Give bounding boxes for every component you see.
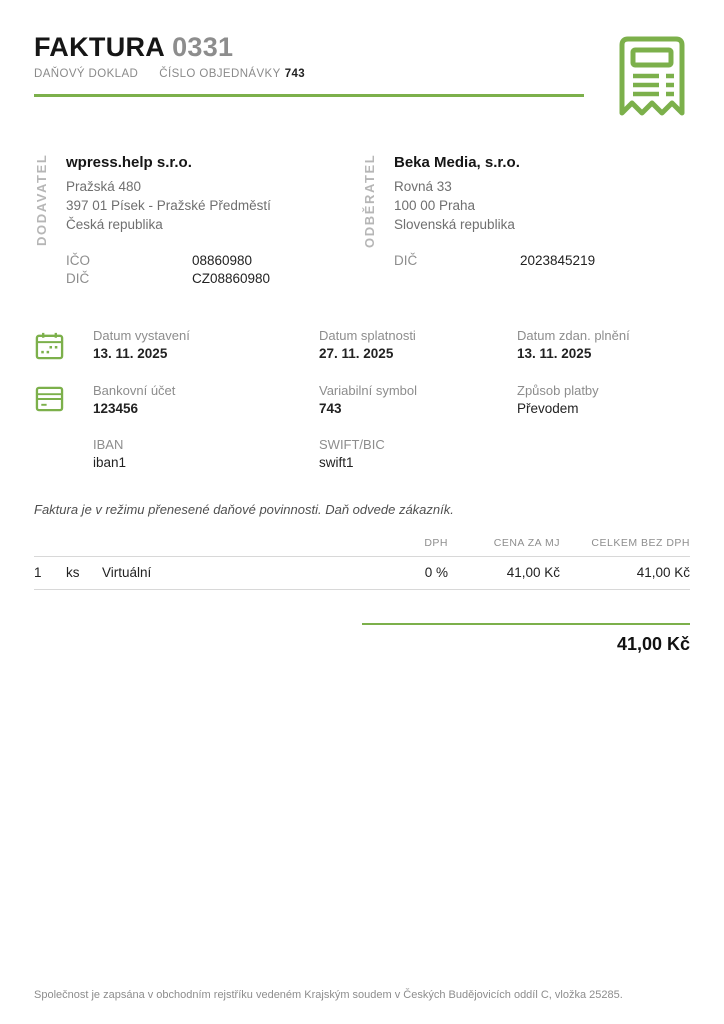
payment-method-value: Převodem bbox=[517, 401, 579, 416]
calendar-icon bbox=[34, 328, 93, 362]
item-unit-price: 41,00 Kč bbox=[506, 565, 560, 580]
reverse-charge-note: Faktura je v režimu přenesené daňové pov… bbox=[34, 502, 454, 517]
payment-method-label: Způsob platby bbox=[517, 383, 599, 398]
customer-address-line: Slovenská republika bbox=[394, 217, 515, 232]
variable-symbol-cell: Variabilní symbol 743 bbox=[319, 383, 517, 416]
item-vat: 0 % bbox=[424, 565, 448, 580]
supplier-ico-value: 08860980 bbox=[192, 253, 253, 268]
invoice-title-row: FAKTURA 0331 bbox=[34, 33, 584, 61]
supplier-address-line: Česká republika bbox=[66, 217, 163, 232]
invoice-subtitle-row: DAŇOVÝ DOKLAD ČÍSLO OBJEDNÁVKY 743 bbox=[34, 68, 584, 80]
bank-account-value: 123456 bbox=[93, 401, 139, 416]
swift-label: SWIFT/BIC bbox=[319, 437, 385, 452]
col-vat-header: DPH bbox=[424, 537, 448, 549]
supplier-content: wpress.help s.r.o. Pražská 480 397 01 Pí… bbox=[54, 154, 271, 288]
icon-spacer bbox=[34, 437, 93, 470]
due-date-value: 27. 11. 2025 bbox=[319, 346, 394, 361]
iban-label: IBAN bbox=[93, 437, 124, 452]
issue-date-value: 13. 11. 2025 bbox=[93, 346, 168, 361]
item-description: Virtuální bbox=[102, 565, 152, 580]
supplier-side-label: DODAVATEL bbox=[34, 154, 49, 247]
supplier-ico-label: IČO bbox=[66, 253, 91, 268]
credit-card-icon bbox=[34, 383, 93, 416]
payment-method-cell: Způsob platby Převodem bbox=[517, 383, 690, 416]
issue-date-cell: Datum vystavení 13. 11. 2025 bbox=[93, 328, 319, 362]
iban-value: iban1 bbox=[93, 455, 127, 470]
due-date-label: Datum splatnosti bbox=[319, 328, 416, 343]
swift-cell: SWIFT/BIC swift1 bbox=[319, 437, 517, 470]
iban-cell: IBAN iban1 bbox=[93, 437, 319, 470]
customer-id-row: DIČ 2023845219 bbox=[394, 252, 595, 270]
supplier-dic-value: CZ08860980 bbox=[192, 271, 271, 286]
bank-account-cell: Bankovní účet 123456 bbox=[93, 383, 319, 416]
invoice-title: FAKTURA bbox=[34, 32, 166, 62]
order-number: 743 bbox=[284, 68, 306, 81]
supplier-address-line: Pražská 480 bbox=[66, 179, 142, 194]
supplier-address: Pražská 480 397 01 Písek - Pražské Předm… bbox=[66, 177, 271, 234]
cell-spacer bbox=[517, 437, 690, 470]
supplier-address-line: 397 01 Písek - Pražské Předměstí bbox=[66, 198, 271, 213]
tax-date-value: 13. 11. 2025 bbox=[517, 346, 592, 361]
supplier-id-row: IČO 08860980 bbox=[66, 252, 271, 270]
items-table-header: DPH CENA ZA MJ CELKEM BEZ DPH bbox=[34, 537, 690, 557]
order-label: ČÍSLO OBJEDNÁVKY bbox=[159, 68, 281, 81]
tax-date-label: Datum zdan. plnění bbox=[517, 328, 630, 343]
customer-dic-label: DIČ bbox=[394, 253, 418, 268]
supplier-name: wpress.help s.r.o. bbox=[66, 154, 192, 171]
supplier-id-row: DIČ CZ08860980 bbox=[66, 270, 271, 288]
supplier-dic-label: DIČ bbox=[66, 271, 90, 286]
total-block: 41,00 Kč bbox=[362, 623, 690, 655]
swift-value: swift1 bbox=[319, 455, 354, 470]
details-section: Datum vystavení 13. 11. 2025 Datum splat… bbox=[34, 328, 690, 470]
supplier-block: DODAVATEL wpress.help s.r.o. Pražská 480… bbox=[34, 154, 362, 288]
tax-date-cell: Datum zdan. plnění 13. 11. 2025 bbox=[517, 328, 690, 362]
header-title-block: FAKTURA 0331 DAŇOVÝ DOKLAD ČÍSLO OBJEDNÁVK… bbox=[34, 33, 584, 98]
customer-side-label: ODBĚRATEL bbox=[362, 154, 377, 249]
customer-ids: DIČ 2023845219 bbox=[394, 252, 595, 270]
customer-address-line: 100 00 Praha bbox=[394, 198, 476, 213]
items-table: DPH CENA ZA MJ CELKEM BEZ DPH 1 ks Virtu… bbox=[34, 537, 690, 590]
item-unit: ks bbox=[66, 565, 80, 580]
customer-name: Beka Media, s.r.o. bbox=[394, 154, 520, 171]
registry-footer: Společnost je zapsána v obchodním rejstř… bbox=[34, 989, 623, 1001]
total-amount: 41,00 Kč bbox=[616, 634, 690, 654]
issue-date-label: Datum vystavení bbox=[93, 328, 190, 343]
item-qty: 1 bbox=[34, 565, 42, 580]
variable-symbol-value: 743 bbox=[319, 401, 342, 416]
supplier-ids: IČO 08860980 DIČ CZ08860980 bbox=[66, 252, 271, 288]
customer-address-line: Rovná 33 bbox=[394, 179, 452, 194]
table-row: 1 ks Virtuální 0 % 41,00 Kč 41,00 Kč bbox=[34, 557, 690, 590]
variable-symbol-label: Variabilní symbol bbox=[319, 383, 418, 398]
customer-dic-value: 2023845219 bbox=[520, 253, 596, 268]
col-unit-price-header: CENA ZA MJ bbox=[493, 537, 560, 549]
item-total: 41,00 Kč bbox=[636, 565, 690, 580]
customer-address: Rovná 33 100 00 Praha Slovenská republik… bbox=[394, 177, 595, 234]
due-date-cell: Datum splatnosti 27. 11. 2025 bbox=[319, 328, 517, 362]
invoice-number: 0331 bbox=[172, 32, 234, 62]
customer-content: Beka Media, s.r.o. Rovná 33 100 00 Praha… bbox=[382, 154, 595, 288]
bank-account-label: Bankovní účet bbox=[93, 383, 176, 398]
receipt-icon bbox=[614, 35, 690, 117]
invoice-header: FAKTURA 0331 DAŇOVÝ DOKLAD ČÍSLO OBJEDNÁVK… bbox=[34, 33, 690, 117]
doc-type-label: DAŇOVÝ DOKLAD bbox=[34, 68, 139, 81]
parties-section: DODAVATEL wpress.help s.r.o. Pražská 480… bbox=[34, 154, 690, 288]
col-total-header: CELKEM BEZ DPH bbox=[591, 537, 690, 549]
customer-block: ODBĚRATEL Beka Media, s.r.o. Rovná 33 10… bbox=[362, 154, 690, 288]
